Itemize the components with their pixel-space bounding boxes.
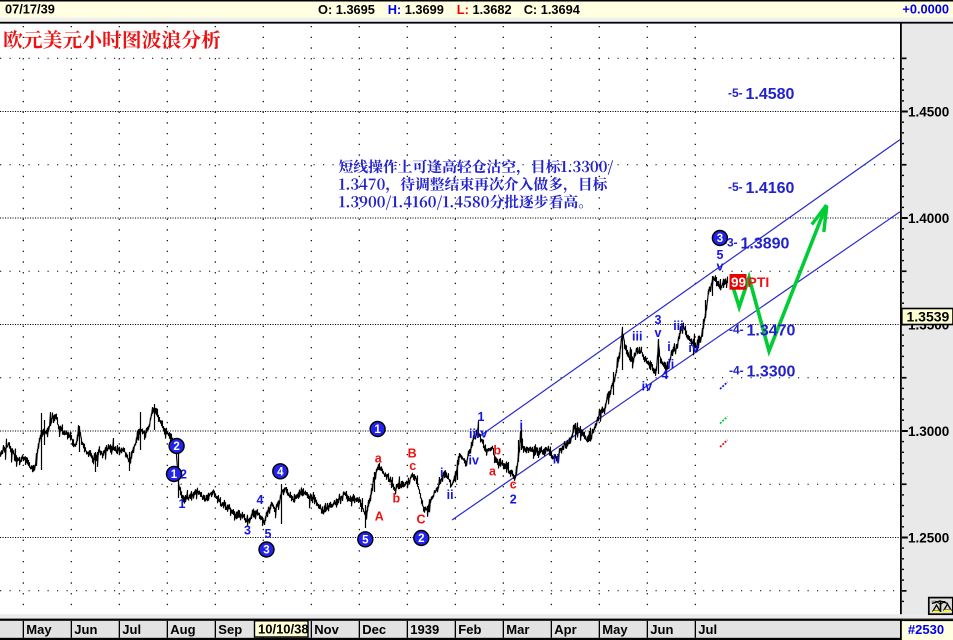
svg-text:a: a [489, 464, 497, 478]
svg-text:1: 1 [478, 410, 485, 424]
svg-text:4: 4 [662, 368, 669, 382]
svg-text:3: 3 [655, 313, 662, 327]
svg-text:1.2500: 1.2500 [908, 531, 949, 546]
svg-text:1939: 1939 [410, 622, 439, 637]
svg-text:1.4500: 1.4500 [908, 105, 949, 120]
svg-text:2: 2 [418, 533, 424, 545]
svg-text:b: b [493, 444, 501, 458]
svg-text:10/10/38: 10/10/38 [258, 622, 309, 637]
svg-text:c: c [409, 459, 416, 473]
svg-text:-5-: -5- [728, 180, 743, 194]
svg-text:5: 5 [265, 527, 272, 541]
svg-text:Jun: Jun [74, 622, 97, 637]
svg-text:4: 4 [277, 466, 284, 478]
svg-text:1.4160: 1.4160 [746, 180, 795, 197]
svg-text:a: a [375, 452, 383, 466]
svg-text:1: 1 [374, 424, 381, 436]
svg-text:C: 1.3694: C: 1.3694 [524, 2, 581, 17]
svg-text:-4-: -4- [729, 364, 744, 378]
svg-text:4: 4 [257, 493, 264, 507]
svg-text:2: 2 [180, 468, 187, 482]
svg-text:Sep: Sep [218, 622, 242, 637]
svg-text:1: 1 [179, 497, 186, 511]
svg-text:99: 99 [731, 275, 746, 290]
svg-text:ii: ii [553, 453, 560, 467]
svg-text:iv: iv [642, 380, 652, 394]
svg-text:Nov: Nov [314, 622, 339, 637]
svg-text:1.3000: 1.3000 [908, 424, 949, 439]
svg-text:+0.0000: +0.0000 [902, 2, 949, 17]
svg-text:1.3470: 1.3470 [747, 323, 796, 340]
svg-text:Mar: Mar [506, 622, 529, 637]
svg-text:3: 3 [263, 545, 269, 557]
svg-text:L: 1.3682: L: 1.3682 [457, 2, 512, 17]
svg-text:ii: ii [667, 357, 674, 371]
svg-text:3: 3 [717, 233, 723, 245]
svg-text:-5-: -5- [728, 86, 743, 100]
svg-text:iii: iii [632, 329, 642, 343]
svg-text:Apr: Apr [554, 622, 576, 637]
svg-text:O: 1.3695: O: 1.3695 [318, 2, 375, 17]
svg-text:2: 2 [173, 441, 179, 453]
svg-text:5: 5 [717, 248, 724, 262]
svg-text:v: v [481, 427, 488, 441]
svg-text:1.3890: 1.3890 [741, 236, 790, 253]
svg-text:1.4000: 1.4000 [908, 211, 949, 226]
svg-text:iv: iv [469, 454, 479, 468]
svg-text:1.4580: 1.4580 [746, 86, 795, 103]
svg-text:#2530: #2530 [908, 622, 944, 637]
svg-text:2: 2 [510, 493, 517, 507]
svg-text:Dec: Dec [362, 622, 386, 637]
svg-text:May: May [26, 622, 52, 637]
svg-text:A: A [375, 510, 384, 524]
svg-text:i: i [667, 340, 670, 354]
svg-text:Jul: Jul [698, 622, 717, 637]
svg-text:H: 1.3699: H: 1.3699 [388, 2, 444, 17]
svg-text:07/17/39: 07/17/39 [5, 2, 55, 17]
svg-text:iii: iii [469, 427, 479, 441]
svg-text:B: B [408, 447, 417, 461]
svg-text:Jun: Jun [650, 622, 673, 637]
svg-text:v: v [655, 326, 662, 340]
svg-text:ii: ii [447, 488, 454, 502]
svg-text:iii: iii [673, 319, 683, 333]
svg-text:3: 3 [244, 524, 251, 538]
svg-text:1.3300: 1.3300 [747, 364, 796, 381]
svg-text:b: b [393, 492, 401, 506]
svg-text:May: May [602, 622, 628, 637]
svg-text:Aug: Aug [170, 622, 195, 637]
svg-text:v: v [717, 260, 724, 274]
svg-text:1.3539: 1.3539 [907, 309, 950, 325]
svg-text:Feb: Feb [458, 622, 481, 637]
svg-text:PTI: PTI [748, 274, 770, 290]
svg-text:iv: iv [688, 341, 698, 355]
svg-text:c: c [510, 478, 517, 492]
svg-text:-4-: -4- [729, 323, 744, 337]
svg-text:i: i [440, 466, 443, 480]
svg-text:i: i [520, 418, 523, 432]
svg-text:1: 1 [171, 469, 178, 481]
svg-text:C: C [417, 513, 426, 527]
svg-text:5: 5 [362, 534, 369, 546]
svg-text:Jul: Jul [122, 622, 141, 637]
